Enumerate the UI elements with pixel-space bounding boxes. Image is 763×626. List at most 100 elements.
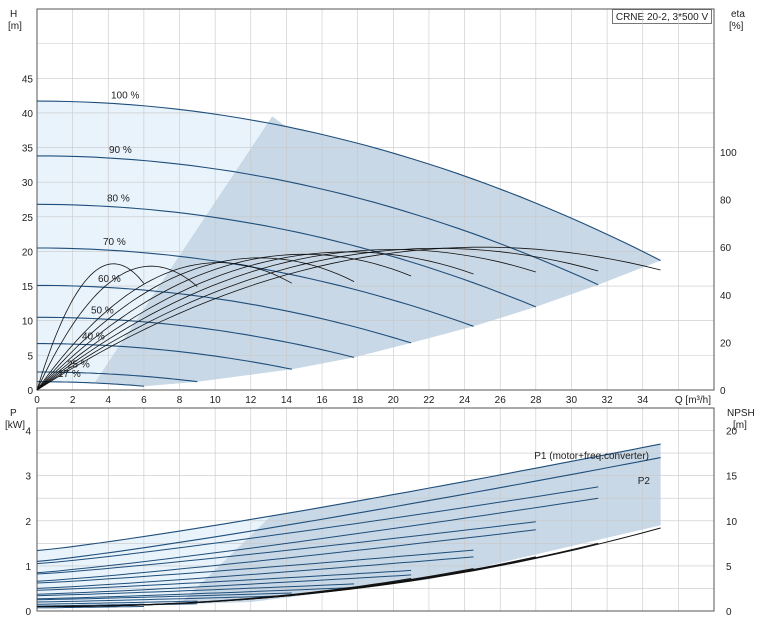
- p-tick-label: 4: [25, 427, 31, 438]
- y2-axis-unit: [%]: [729, 21, 744, 32]
- npsh-tick-label: 15: [726, 472, 738, 483]
- y-tick-label: 30: [22, 178, 34, 189]
- head-curve-label: 70 %: [103, 237, 126, 248]
- p2-curve-80pct: [36, 529, 536, 582]
- y-axis-label: H: [10, 9, 17, 20]
- p2-curve-40pct: [36, 595, 292, 603]
- p-axis-label: P: [10, 408, 17, 419]
- head-curve-label: 40 %: [82, 331, 105, 342]
- y2-tick-label: 80: [720, 196, 732, 207]
- p1-curve-17pct: [37, 603, 144, 607]
- p2-curve-90pct: [36, 497, 599, 574]
- p2-curve-60pct: [36, 574, 412, 595]
- x-tick-label: 22: [423, 395, 435, 406]
- head-curve-90pct: [37, 155, 599, 286]
- y-tick-label: 45: [22, 74, 34, 85]
- x-tick-label: 16: [316, 395, 328, 406]
- p2-curve-17pct: [37, 606, 144, 609]
- x-tick-label: 12: [245, 395, 257, 406]
- npsh-tick-label: 5: [726, 562, 732, 573]
- p2-legend-label: P2: [638, 476, 651, 487]
- chart-title: CRNE 20-2, 3*500 V: [615, 12, 709, 23]
- top-grid: [36, 8, 714, 391]
- x-tick-label: 20: [388, 395, 400, 406]
- efficiency-curve-70pct: [36, 251, 474, 391]
- p1-curve-50pct: [36, 583, 355, 597]
- y-axis-unit: [m]: [8, 21, 22, 32]
- head-curve-80pct: [36, 203, 537, 308]
- efficiency-curve-80pct: [36, 249, 536, 391]
- y2-tick-label: 0: [720, 386, 726, 397]
- head-curve-label: 17 %: [58, 369, 81, 380]
- y-tick-label: 10: [22, 317, 34, 328]
- efficiency-curve-100pct: [36, 246, 661, 391]
- head-curve-label: 50 %: [91, 305, 114, 316]
- x-tick-label: 32: [602, 395, 614, 406]
- p1-curve: [36, 443, 661, 552]
- x-tick-label: 8: [177, 395, 183, 406]
- p-tick-label: 0: [25, 607, 31, 618]
- p-tick-label: 1: [25, 562, 31, 573]
- p1-legend-label: P1 (motor+freq.converter): [534, 451, 649, 462]
- top-plot-frame: [36, 8, 715, 391]
- efficiency-curve-40pct: [36, 262, 292, 391]
- head-curve-label: 90 %: [109, 145, 132, 156]
- x-axis-label: Q [m³/h]: [675, 395, 711, 406]
- efficiency-curve-60pct: [36, 253, 412, 391]
- x-tick-label: 34: [637, 395, 649, 406]
- p1-curve-80pct: [36, 521, 536, 575]
- y-tick-label: 15: [22, 282, 34, 293]
- efficiency-curve-50pct: [36, 257, 355, 391]
- head-curve-label: 80 %: [107, 193, 130, 204]
- head-curve-100pct: [36, 100, 661, 261]
- y-tick-label: 40: [22, 109, 34, 120]
- x-tick-label: 26: [495, 395, 507, 406]
- efficiency-curve-25pct: [36, 265, 198, 391]
- p-tick-label: 3: [25, 472, 31, 483]
- p1-curve-70pct: [36, 549, 474, 584]
- y2-tick-label: 20: [720, 338, 732, 349]
- x-tick-label: 10: [210, 395, 222, 406]
- y2-tick-label: 100: [720, 148, 737, 159]
- p-axis-unit: [kW]: [5, 420, 25, 431]
- p2-curve-50pct: [36, 587, 355, 600]
- y2-tick-label: 40: [720, 291, 732, 302]
- npsh-tick-label: 0: [726, 607, 732, 618]
- x-tick-label: 24: [459, 395, 471, 406]
- npsh-axis-unit: [m]: [733, 420, 747, 431]
- y-tick-label: 5: [27, 351, 33, 362]
- p1-curve-90pct: [36, 486, 599, 565]
- x-tick-label: 0: [34, 395, 40, 406]
- p1-curve-25pct: [37, 600, 198, 605]
- p2-curve: [36, 457, 661, 562]
- x-tick-label: 18: [352, 395, 364, 406]
- head-curve-label: 100 %: [111, 90, 139, 101]
- head-curve-50pct: [37, 316, 355, 358]
- efficiency-curve-17pct: [36, 263, 145, 391]
- y-tick-label: 25: [22, 213, 34, 224]
- y2-tick-label: 60: [720, 243, 732, 254]
- x-tick-label: 6: [141, 395, 147, 406]
- npsh-tick-label: 10: [726, 517, 738, 528]
- x-tick-label: 2: [70, 395, 76, 406]
- npsh-tick-label: 20: [726, 427, 738, 438]
- head-curve-60pct: [37, 284, 412, 344]
- efficiency-curve-90pct: [36, 247, 599, 391]
- y-tick-label: 0: [27, 386, 33, 397]
- npsh-axis-label: NPSH: [727, 408, 755, 419]
- p1-curve-60pct: [36, 569, 412, 591]
- npsh-curve-60pct: [37, 578, 412, 607]
- p-tick-label: 2: [25, 517, 31, 528]
- p2-curve-70pct: [36, 556, 474, 589]
- y2-axis-label: eta: [731, 9, 745, 20]
- head-curve-17pct: [37, 381, 144, 387]
- x-tick-label: 14: [281, 395, 293, 406]
- y-tick-label: 35: [22, 144, 34, 155]
- y-tick-label: 20: [22, 247, 34, 258]
- bottom-plot-frame: [36, 407, 715, 612]
- head-curve-label: 60 %: [98, 274, 121, 285]
- x-tick-label: 30: [566, 395, 578, 406]
- x-tick-label: 4: [105, 395, 111, 406]
- x-tick-label: 28: [530, 395, 542, 406]
